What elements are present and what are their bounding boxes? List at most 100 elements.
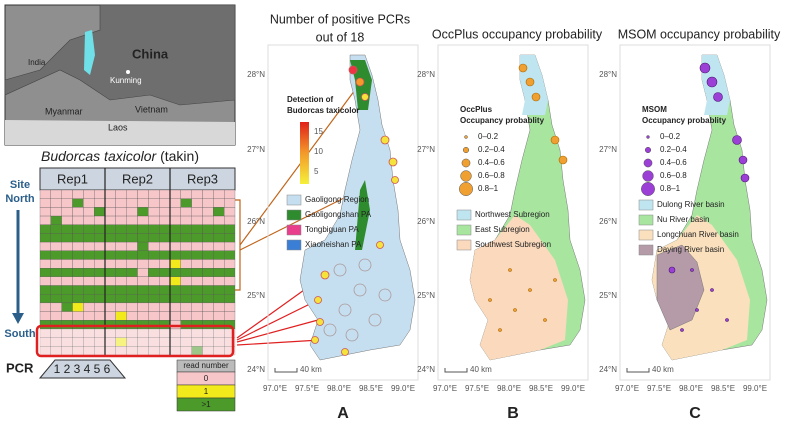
grid-cell [83,268,95,277]
grid-cell [224,207,236,217]
south-label: South [4,328,35,340]
colorbar [300,122,309,184]
grid-cell [83,276,95,286]
panel-letter: C [689,405,701,422]
north-label: North [5,193,35,205]
grid-cell [115,233,127,243]
colorbar-label: 5 [314,167,319,176]
grid-cell [148,250,160,260]
grid-cell [50,241,62,251]
grid-cell [83,250,95,260]
grid-cell [137,259,149,269]
grid-cell [191,259,203,269]
legend-swatch [456,209,472,221]
grid-cell [159,189,171,199]
map-frame [267,44,419,381]
grid-cell [104,189,116,199]
grid-cell [94,233,106,243]
grid-cell [83,302,95,312]
grid-cell [159,259,171,269]
legend-label: Xiaoheishan PA [305,240,362,249]
map-frame [619,44,771,381]
legend-swatch [638,244,654,256]
grid-cell [213,198,225,208]
grid-cell [180,276,192,286]
size-label: 0.8–1 [478,184,499,193]
grid-cell [191,268,203,277]
grid-cell [50,207,62,217]
grid-cell [159,302,171,312]
grid-cell [83,328,95,338]
grid-cell [115,328,127,338]
grid-cell [202,198,214,208]
grid-cell [213,276,225,286]
legend-label: Longchuan River basin [657,230,739,239]
grid-cell [126,207,138,217]
grid-cell [104,233,116,243]
grid-cell [94,268,106,277]
grid-cell [159,198,171,208]
grid-cell [50,320,62,330]
grid-cell [83,259,95,269]
colorbar-label: 10 [314,147,323,156]
grid-cell [224,276,236,286]
grid-cell [72,311,84,321]
legend-swatch [176,397,236,412]
grid-cell [83,233,95,243]
legend-title: Occupancy probablity [460,116,545,125]
lon-label: 99.0°E [743,384,767,393]
grid-cell [83,207,95,217]
grid-cell [61,189,73,199]
grid-cell [202,207,214,217]
legend-title: Budorcas taxicolor [287,106,359,115]
grid-cell [191,224,203,234]
lat-label: 26°N [599,217,617,226]
grid-cell [224,224,236,234]
grid-cell [148,189,160,199]
grid-cell [72,328,84,338]
legend-swatch [638,214,654,226]
city-label: Kunming [110,76,142,85]
grid-cell [72,198,84,208]
grid-cell [224,268,236,277]
grid-cell [137,233,149,243]
grid-cell [115,224,127,234]
grid-cell [72,302,84,312]
grid-cell [61,276,73,286]
grid-cell [61,241,73,251]
legend-label: >1 [201,400,211,409]
legend-swatch [638,199,654,211]
grid-cell [39,285,51,295]
grid-cell [61,224,73,234]
scale-bar [626,368,650,373]
grid-cell [115,189,127,199]
grid-cell [191,320,203,330]
grid-cell [126,259,138,269]
grid-cell [148,311,160,321]
grid-cell [126,276,138,286]
grid-cell [137,320,149,330]
grid-cell [115,215,127,225]
grid-cell [202,337,214,347]
grid-cell [94,215,106,225]
map-a [299,54,416,361]
grid-cell [72,276,84,286]
grid-cell [94,302,106,312]
grid-cell [213,346,225,356]
pcr-grid: Rep1 Rep2 Rep3 [39,167,236,356]
grid-cell [126,241,138,251]
grid-cell [83,215,95,225]
grid-cell [202,346,214,356]
grid-cell [202,294,214,304]
grid-cell [224,302,236,312]
grid-cell [94,250,106,260]
grid-cell [159,320,171,330]
grid-cell [83,189,95,199]
grid-cell [137,189,149,199]
grid-cell [213,311,225,321]
grid-cell [202,285,214,295]
grid-cell [83,311,95,321]
grid-cell [39,311,51,321]
grid-cell [104,215,116,225]
legend-label: 1 [204,387,209,396]
